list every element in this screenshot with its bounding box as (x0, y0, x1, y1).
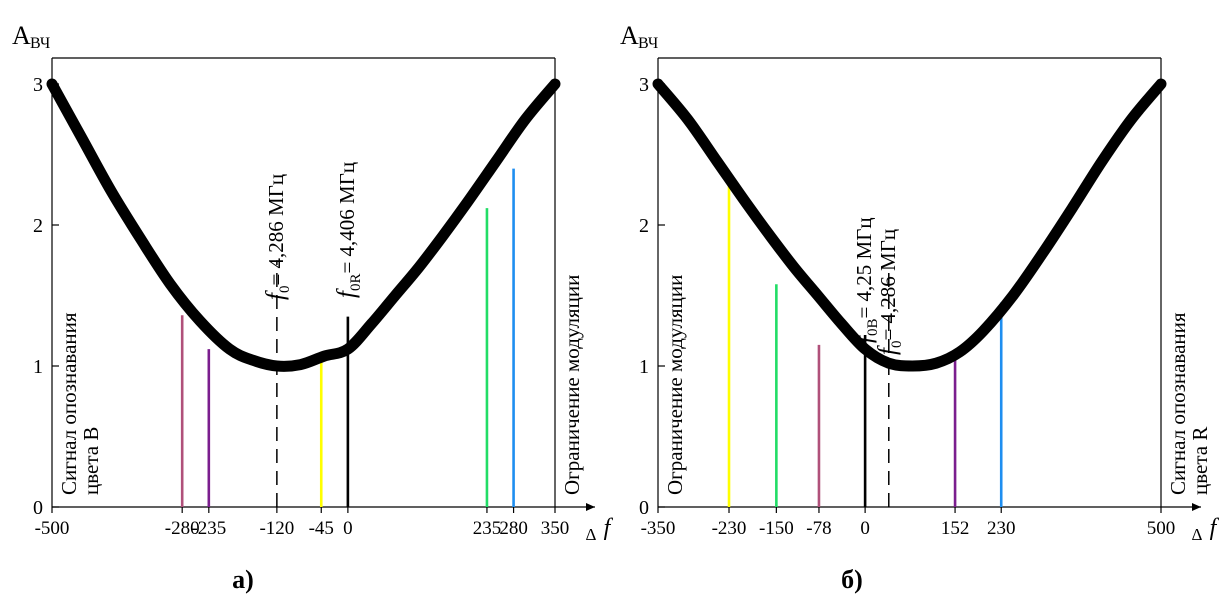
x-axis-label-delta: Δ (1192, 525, 1203, 544)
x-tick-label: 235 (473, 518, 502, 539)
annotation-var: f (874, 345, 901, 355)
x-tick-label: 500 (1147, 518, 1176, 539)
x-axis-label-delta: Δ (586, 525, 597, 544)
frequency-response-curve (46, 78, 561, 372)
y-tick-label: 0 (33, 497, 43, 519)
x-tick-label: -150 (759, 518, 794, 539)
frequency-annotation: f0R= 4,406 МГц (333, 162, 364, 298)
y-axis-label-sub: ВЧ (30, 35, 50, 52)
y-tick-label: 0 (639, 497, 649, 519)
y-axis-label-main: A (12, 21, 31, 50)
annotation-sub: 0R (348, 274, 364, 292)
annotation-var: f (850, 333, 877, 343)
right-side-label: Ограничение модуляции (560, 275, 584, 495)
x-tick-label: -235 (191, 518, 226, 539)
x-tick-label: -78 (806, 518, 831, 539)
annotation-sub: 0 (277, 286, 293, 294)
x-tick-label: -120 (259, 518, 294, 539)
x-tick-label: 280 (499, 518, 528, 539)
annotation-text: = 4,286 МГц (264, 174, 288, 286)
x-axis-arrow-icon (1192, 503, 1201, 511)
y-tick-label: 1 (33, 356, 43, 378)
y-tick-label: 2 (639, 215, 649, 237)
x-tick-label: -230 (712, 518, 747, 539)
frequency-annotation: f0= 4,286 МГц (874, 229, 905, 355)
left-side-label: Сигнал опознавания (57, 312, 81, 495)
x-tick-label: 0 (343, 518, 353, 539)
x-tick-label: 0 (860, 518, 870, 539)
y-tick-label: 2 (33, 215, 43, 237)
y-axis-label-main: A (620, 21, 639, 50)
frequency-annotation: f0B= 4,25 МГц (850, 217, 881, 343)
y-tick-label: 1 (639, 356, 649, 378)
x-axis-arrow-icon (586, 503, 595, 511)
annotation-text: = 4,406 МГц (335, 162, 359, 274)
y-axis-label-sub: ВЧ (638, 35, 658, 52)
panel-label: а) (232, 565, 254, 594)
x-tick-label: -500 (35, 518, 70, 539)
annotation-var: f (333, 288, 360, 298)
annotation-sub: 0 (889, 341, 905, 349)
x-tick-label: 350 (541, 518, 570, 539)
annotation-sub: 0B (865, 319, 881, 337)
x-tick-label: 230 (987, 518, 1016, 539)
x-axis-label-f: f (604, 515, 614, 541)
annotation-text: = 4,25 МГц (852, 217, 876, 318)
right-side-label: Сигнал опознавания (1166, 312, 1190, 495)
left-side-label: Ограничение модуляции (663, 275, 687, 495)
y-tick-label: 3 (639, 74, 649, 96)
panel-label: б) (841, 565, 863, 594)
y-tick-label: 3 (33, 74, 43, 96)
annotation-var: f (262, 290, 289, 300)
x-tick-label: 152 (941, 518, 970, 539)
right-side-label: цвета R (1188, 427, 1212, 495)
x-axis-label-f: f (1210, 515, 1220, 541)
frequency-annotation: f0= 4,286 МГц (262, 174, 293, 300)
annotation-text: = 4,286 МГц (876, 229, 900, 341)
x-tick-label: -45 (309, 518, 334, 539)
x-tick-label: -280 (165, 518, 200, 539)
frequency-response-curve (652, 78, 1167, 372)
x-tick-label: -350 (641, 518, 676, 539)
left-side-label: цвета В (79, 427, 103, 495)
